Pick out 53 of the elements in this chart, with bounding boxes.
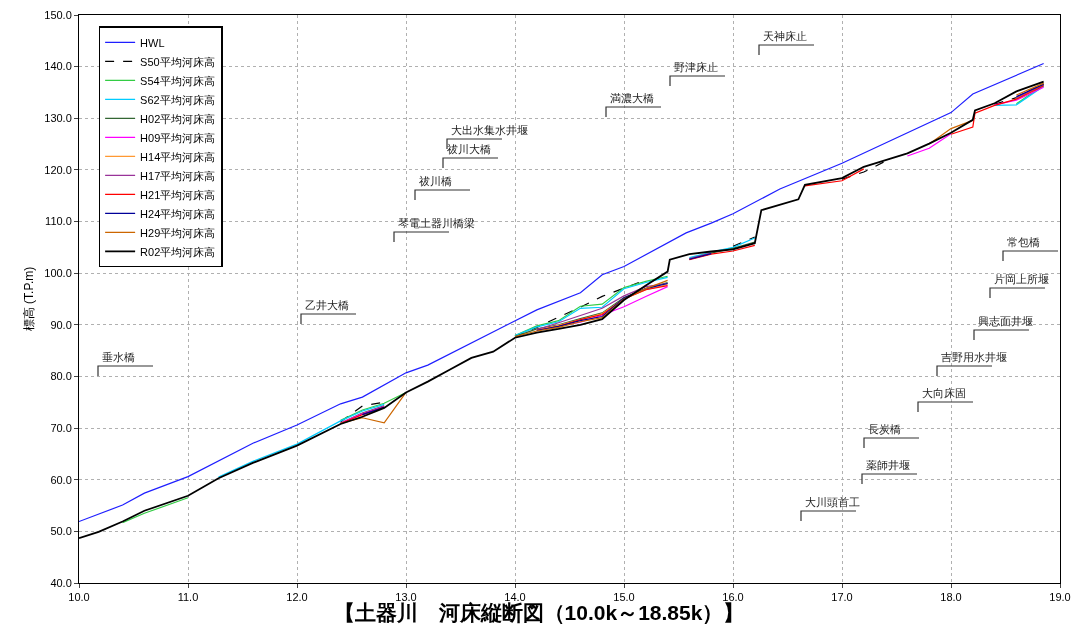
annotation: 常包橋 — [1007, 236, 1040, 248]
y-tick-label: 90.0 — [50, 318, 72, 331]
annotation: 興志面井堰 — [978, 315, 1033, 327]
y-tick-label: 110.0 — [45, 215, 72, 228]
annotation: 吉野用水井堰 — [941, 351, 1007, 363]
annotation: 大向床固 — [922, 387, 966, 399]
legend-label: HWL — [140, 36, 165, 49]
annotation: 祓川橋 — [419, 175, 452, 187]
legend-label: S62平均河床高 — [140, 93, 215, 106]
y-tick-label: 130.0 — [44, 112, 72, 125]
x-tick-label: 11.0 — [177, 591, 199, 604]
legend-label: H24平均河床高 — [140, 207, 216, 220]
y-tick-label: 100.0 — [44, 267, 72, 280]
annotation: 祓川大橋 — [447, 143, 491, 155]
annotation: 大出水集水井堰 — [451, 124, 528, 136]
x-tick-label: 16.0 — [722, 591, 744, 604]
y-tick-label: 40.0 — [50, 576, 72, 589]
legend-label: H21平均河床高 — [140, 188, 216, 201]
x-tick-label: 13.0 — [395, 591, 417, 604]
annotation: 大川頭首工 — [805, 496, 860, 508]
y-tick-label: 50.0 — [50, 525, 72, 538]
annotation: 満濃大橋 — [610, 92, 654, 104]
legend-label: H29平均河床高 — [140, 226, 216, 239]
x-tick-label: 15.0 — [613, 591, 635, 604]
annotation: 乙井大橋 — [305, 299, 349, 311]
text: 【土器川 河床縦断図（10.0k～18.85k）】 — [333, 601, 745, 625]
x-tick-label: 17.0 — [831, 591, 853, 604]
annotation: 片岡上所堰 — [994, 273, 1049, 285]
y-tick-label: 150.0 — [44, 8, 72, 21]
x-tick-label: 18.0 — [940, 591, 962, 604]
x-tick-label: 10.0 — [68, 591, 90, 604]
legend-label: H02平均河床高 — [140, 112, 216, 125]
legend-label: H14平均河床高 — [140, 150, 216, 163]
legend-label: R02平均河床高 — [140, 245, 216, 258]
annotation: 天神床止 — [763, 30, 807, 42]
y-tick-label: 140.0 — [44, 60, 72, 73]
legend-label: H09平均河床高 — [140, 131, 216, 144]
annotation: 薬師井堰 — [866, 459, 910, 471]
annotation: 野津床止 — [674, 61, 718, 73]
legend-label: S50平均河床高 — [140, 55, 215, 68]
y-axis-title: 標高 (T.P.m) — [21, 266, 36, 332]
annotation: 垂水橋 — [102, 351, 135, 363]
y-tick-label: 80.0 — [50, 370, 72, 383]
legend-label: H17平均河床高 — [140, 169, 216, 182]
x-tick-label: 19.0 — [1049, 591, 1071, 604]
y-tick-label: 60.0 — [50, 473, 72, 486]
x-tick-label: 12.0 — [286, 591, 308, 604]
annotation: 長炭橋 — [868, 423, 901, 435]
y-tick-label: 70.0 — [50, 421, 72, 434]
annotation: 琴電土器川橋梁 — [398, 217, 475, 229]
legend-label: S54平均河床高 — [140, 74, 215, 87]
x-tick-label: 14.0 — [504, 591, 526, 604]
y-tick-label: 120.0 — [44, 163, 72, 176]
